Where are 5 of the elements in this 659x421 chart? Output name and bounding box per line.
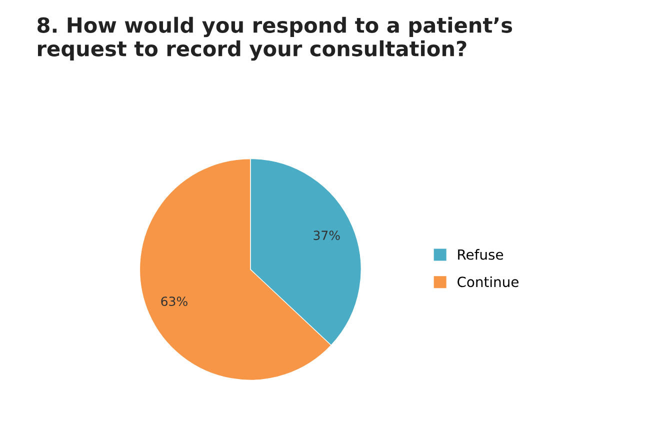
data-label: 63% (161, 296, 188, 306)
legend-label: Refuse (458, 249, 504, 260)
chart-title: 8. How would you respond to a patient’s request to record your consultation? (38, 16, 512, 61)
legend-label: Continue (458, 276, 518, 288)
data-label: 37% (314, 230, 340, 240)
